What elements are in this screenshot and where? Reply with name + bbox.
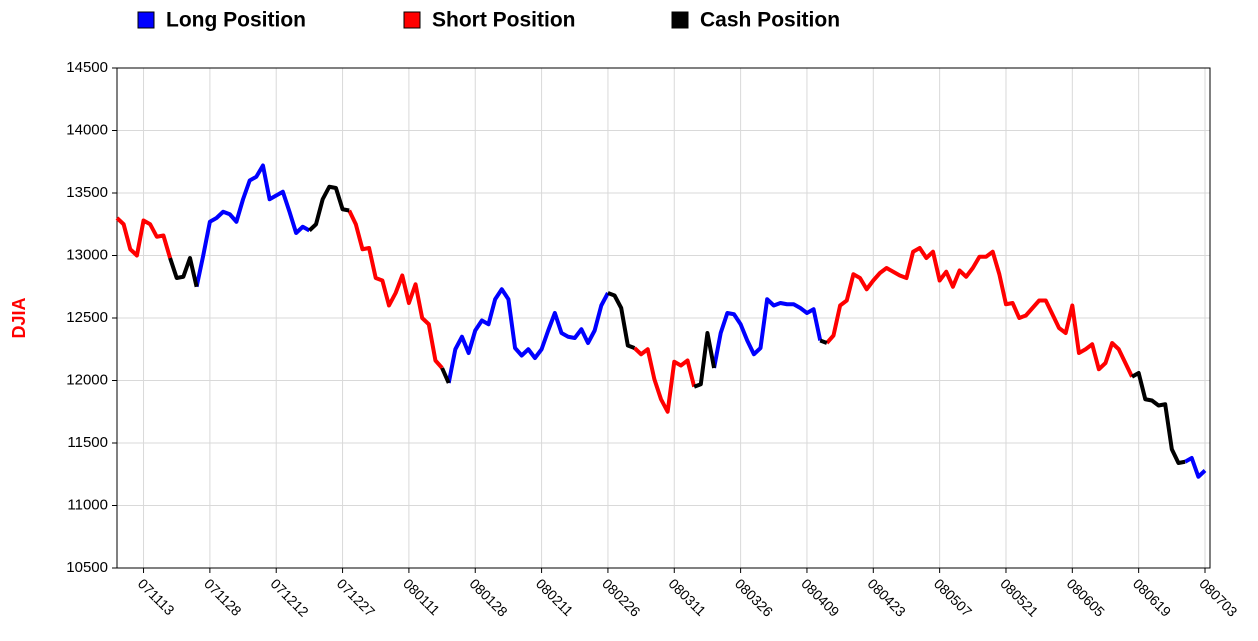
y-tick-label: 12000	[66, 371, 108, 388]
plot-frame	[116, 67, 1211, 569]
legend-label: Long Position	[166, 9, 306, 32]
y-tick-label: 11000	[67, 496, 108, 513]
line-series	[194, 163, 1207, 479]
y-tick-label: 13500	[66, 184, 108, 201]
y-tick-label: 14500	[66, 59, 108, 76]
y-tick-label: 14000	[66, 121, 108, 138]
legend-swatch	[137, 11, 155, 29]
legend-item: Long Position	[137, 9, 306, 32]
y-tick-label: 10500	[66, 559, 108, 576]
legend-item: Cash Position	[671, 9, 840, 32]
y-tick-label: 11500	[67, 434, 108, 451]
legend-swatch	[403, 11, 421, 29]
line-series	[115, 209, 1134, 414]
line-series	[168, 184, 1186, 465]
y-tick-label: 12500	[66, 309, 108, 326]
legend-label: Cash Position	[700, 9, 840, 32]
y-axis-label: DJIA	[9, 297, 29, 338]
y-tick-label: 13000	[66, 246, 108, 263]
legend-label: Short Position	[432, 9, 576, 32]
legend-item: Short Position	[403, 9, 576, 32]
legend-swatch	[671, 11, 689, 29]
